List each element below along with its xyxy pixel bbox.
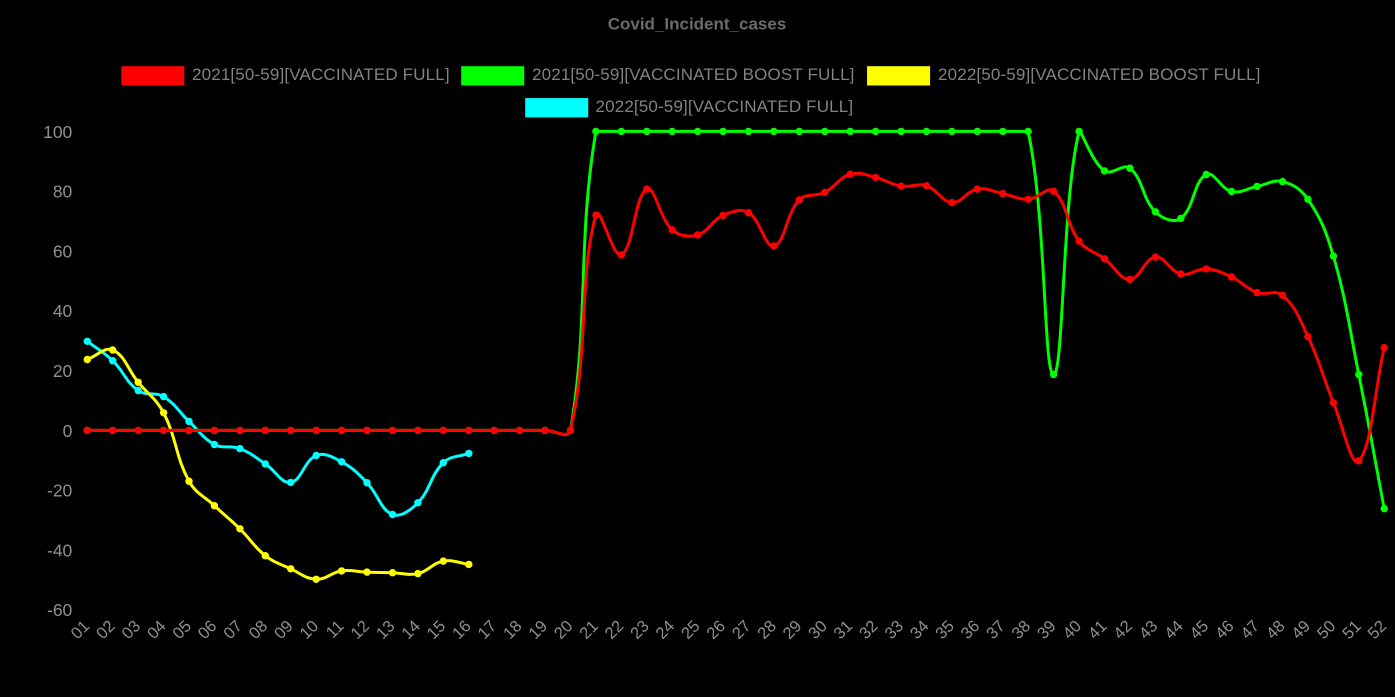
svg-text:40: 40	[53, 301, 73, 321]
svg-text:0: 0	[63, 421, 73, 441]
svg-text:-20: -20	[47, 481, 73, 501]
svg-text:2022[50-59][VACCINATED BOOST F: 2022[50-59][VACCINATED BOOST FULL]	[938, 65, 1261, 84]
svg-text:100: 100	[43, 122, 72, 142]
svg-text:-40: -40	[47, 540, 73, 560]
svg-text:2022[50-59][VACCINATED FULL]: 2022[50-59][VACCINATED FULL]	[596, 97, 854, 116]
svg-text:2021[50-59][VACCINATED BOOST F: 2021[50-59][VACCINATED BOOST FULL]	[532, 65, 855, 84]
svg-text:-60: -60	[47, 600, 73, 620]
svg-text:Covid_Incident_cases: Covid_Incident_cases	[608, 15, 787, 34]
svg-text:60: 60	[53, 241, 73, 261]
svg-text:20: 20	[53, 361, 73, 381]
svg-text:2021[50-59][VACCINATED FULL]: 2021[50-59][VACCINATED FULL]	[192, 65, 450, 84]
svg-text:80: 80	[53, 182, 73, 202]
